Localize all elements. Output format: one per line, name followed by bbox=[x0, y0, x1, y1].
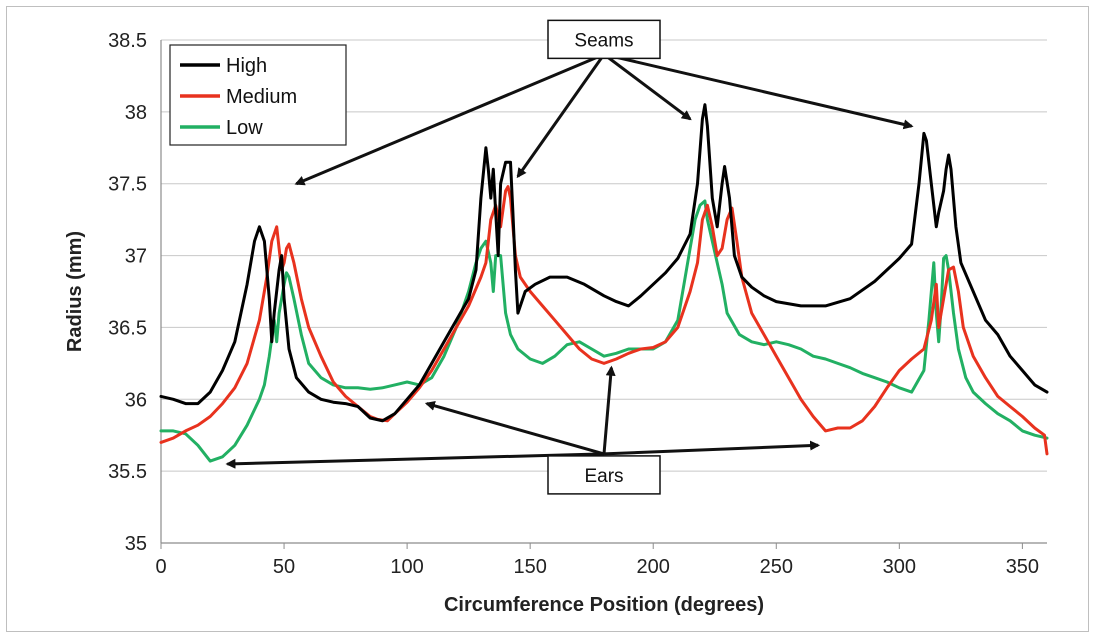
annotation-arrow bbox=[602, 365, 616, 455]
annotation-label: Ears bbox=[584, 466, 623, 487]
series-line-medium bbox=[159, 185, 1049, 456]
annotation-box bbox=[547, 455, 661, 495]
x-tick-label: 0 bbox=[155, 556, 166, 578]
annotation-arrow bbox=[603, 53, 692, 121]
annotation-label: Seams bbox=[574, 30, 633, 51]
annotation-arrow bbox=[294, 52, 605, 186]
y-tick-label: 37.5 bbox=[108, 174, 147, 196]
annotation-box bbox=[547, 19, 661, 60]
legend: High Medium Low bbox=[169, 44, 347, 146]
line-chart: 35 35.5 36 36.5 37 37.5 38 38.5 0 50 100 150 200 250 3… bbox=[64, 19, 1049, 616]
legend-label: High bbox=[226, 55, 267, 77]
series-line-low bbox=[159, 199, 1049, 463]
chart-frame: 35 35.5 36 36.5 37 37.5 38 38.5 0 50 100 150 200 250 3… bbox=[6, 6, 1089, 632]
x-tick-label: 300 bbox=[883, 556, 916, 578]
y-tick-label: 36 bbox=[125, 389, 147, 411]
series-line-high bbox=[159, 103, 1049, 423]
x-tick-label: 350 bbox=[1006, 556, 1039, 578]
annotation-arrow bbox=[603, 52, 914, 130]
annotations: Seams Ears bbox=[225, 19, 914, 495]
legend-label: Medium bbox=[226, 86, 297, 108]
x-tick-label: 150 bbox=[513, 556, 546, 578]
annotation-arrow bbox=[603, 440, 821, 456]
y-tick-label: 35 bbox=[125, 533, 147, 555]
y-axis-title: Radius (mm) bbox=[64, 231, 86, 352]
y-tick-label: 38.5 bbox=[108, 30, 147, 52]
annotation-arrow bbox=[516, 53, 606, 179]
x-tick-label: 200 bbox=[637, 556, 670, 578]
y-tick-label: 36.5 bbox=[108, 317, 147, 339]
axes: 35 35.5 36 36.5 37 37.5 38 38.5 0 50 100 150 200 250 3… bbox=[108, 30, 1047, 578]
annotation-arrow bbox=[225, 452, 605, 469]
annotation-arrow bbox=[424, 400, 605, 456]
y-tick-label: 37 bbox=[125, 246, 147, 268]
x-tick-label: 50 bbox=[273, 556, 295, 578]
x-axis-title: Circumference Position (degrees) bbox=[444, 594, 764, 616]
y-tick-label: 35.5 bbox=[108, 461, 147, 483]
y-tick-label: 38 bbox=[125, 102, 147, 124]
x-tick-label: 250 bbox=[760, 556, 793, 578]
legend-label: Low bbox=[226, 117, 263, 139]
x-tick-label: 100 bbox=[390, 556, 423, 578]
series-lines bbox=[159, 103, 1049, 463]
